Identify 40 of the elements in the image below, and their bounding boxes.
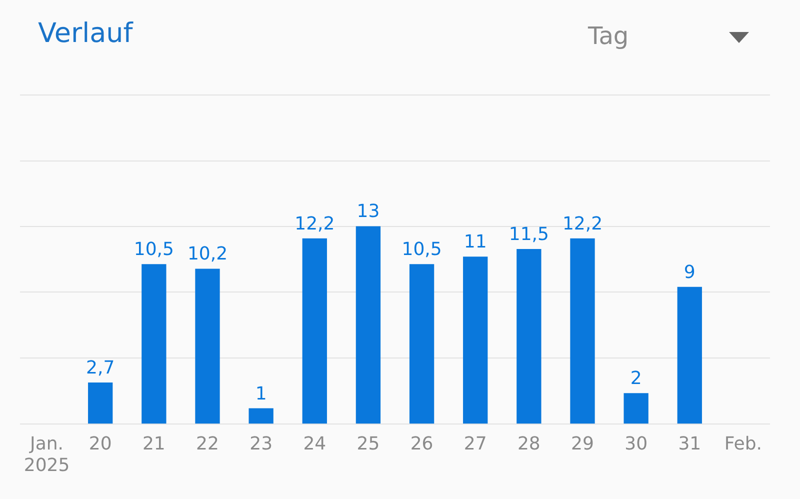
x-tick-label: 21 bbox=[142, 433, 166, 454]
x-tick-label: 27 bbox=[464, 433, 487, 454]
bar bbox=[516, 248, 542, 424]
data-label: 11 bbox=[464, 232, 487, 253]
bar bbox=[142, 264, 166, 424]
data-label: 12,2 bbox=[294, 213, 335, 234]
x-tick-label: 24 bbox=[303, 433, 326, 454]
x-tick-label: 28 bbox=[517, 433, 540, 454]
data-label: 13 bbox=[356, 201, 380, 222]
bar bbox=[302, 238, 327, 424]
bar bbox=[463, 256, 488, 424]
data-label: 1 bbox=[255, 383, 267, 404]
bar bbox=[248, 408, 274, 424]
data-label: 9 bbox=[684, 262, 696, 283]
x-tick-label: 29 bbox=[571, 433, 594, 454]
x-tick-label: 31 bbox=[678, 433, 702, 454]
chart-title: Verlauf bbox=[38, 18, 133, 49]
data-label: 12,2 bbox=[562, 213, 603, 234]
x-tick-label: 25 bbox=[356, 433, 380, 454]
x-tick-label: 26 bbox=[410, 433, 434, 454]
bar bbox=[409, 264, 434, 424]
data-label: 10,5 bbox=[402, 239, 442, 260]
data-label: 10,2 bbox=[187, 244, 228, 265]
data-label: 10,5 bbox=[134, 239, 174, 260]
text: Tag bbox=[588, 22, 629, 50]
bar bbox=[677, 286, 702, 424]
x-tick-label: Jan. 2025 bbox=[24, 433, 70, 476]
data-label: 11,5 bbox=[508, 224, 549, 245]
bar bbox=[570, 238, 595, 424]
data-label: 2 bbox=[630, 368, 642, 390]
x-tick-label: 22 bbox=[196, 433, 219, 454]
x-tick-label: 30 bbox=[624, 433, 648, 454]
x-tick-label: 23 bbox=[250, 433, 273, 454]
data-label: 2,7 bbox=[86, 358, 115, 379]
bar bbox=[195, 268, 220, 424]
x-tick-label: 20 bbox=[88, 433, 112, 454]
bar bbox=[624, 393, 648, 424]
bar bbox=[88, 382, 113, 424]
x-tick-label: Feb. bbox=[724, 433, 762, 454]
bar bbox=[356, 226, 381, 424]
